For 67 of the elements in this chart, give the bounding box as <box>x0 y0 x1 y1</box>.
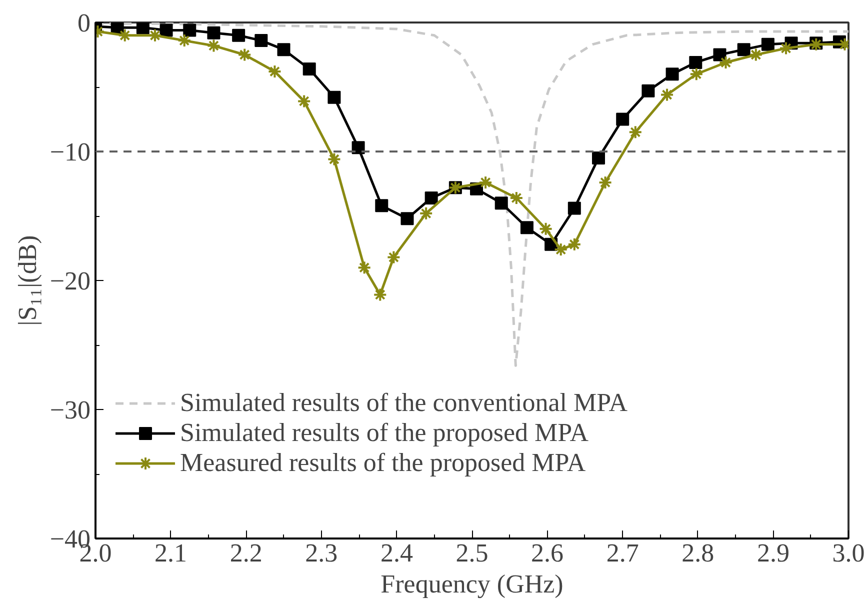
point <box>328 90 341 104</box>
point <box>779 41 793 56</box>
point <box>538 222 553 236</box>
y-tick-label: −10 <box>50 138 91 166</box>
point <box>327 152 342 166</box>
point <box>567 237 582 252</box>
point <box>238 48 252 62</box>
point <box>297 94 312 108</box>
point <box>660 88 674 102</box>
point <box>616 112 630 126</box>
x-tick-label: 2.8 <box>682 538 714 568</box>
x-tick-label: 2.4 <box>380 538 413 568</box>
point <box>642 84 655 98</box>
point <box>666 68 679 81</box>
point <box>598 175 612 190</box>
x-tick-label: 2.9 <box>756 538 790 568</box>
point <box>748 48 763 62</box>
point <box>206 38 221 53</box>
point <box>737 43 750 56</box>
point <box>592 151 606 164</box>
x-tick-label: 2.3 <box>305 538 338 568</box>
point <box>713 48 726 62</box>
x-tick-label: 2.2 <box>230 538 262 568</box>
point <box>183 24 196 37</box>
point <box>689 67 704 82</box>
point <box>718 55 733 70</box>
y-tick-label: −30 <box>50 396 91 424</box>
point <box>207 26 220 40</box>
legend-label: Simulated results of the proposed MPA <box>180 418 589 448</box>
legend-label: Measured results of the proposed MPA <box>180 448 586 478</box>
x-tick-label: 2.1 <box>154 538 188 568</box>
point <box>628 125 642 140</box>
point <box>373 288 388 302</box>
point <box>554 242 568 257</box>
point <box>419 206 434 220</box>
point <box>520 221 534 234</box>
point <box>509 190 524 205</box>
point <box>160 24 173 37</box>
y-tick-label: −20 <box>50 266 91 296</box>
point <box>302 62 316 76</box>
point <box>254 34 268 48</box>
point <box>232 28 246 42</box>
x-tick-label: 2.6 <box>531 538 564 568</box>
point <box>357 260 372 275</box>
legend-label: Simulated results of the conventional MPA <box>180 388 628 418</box>
x-axis-title: Frequency (GHz) <box>380 570 564 598</box>
point <box>352 141 365 154</box>
point <box>761 38 774 51</box>
point <box>177 34 192 48</box>
point <box>400 212 414 226</box>
point <box>478 175 493 190</box>
x-tick-label: 3.0 <box>832 538 865 568</box>
point <box>375 199 388 212</box>
point <box>148 28 162 42</box>
point <box>424 191 438 204</box>
y-tick-label: 0 <box>78 8 90 38</box>
y-axis-title: |S₁₁|(dB) <box>12 235 42 326</box>
point <box>689 56 702 69</box>
point <box>136 22 150 34</box>
point <box>494 196 508 210</box>
point <box>277 43 290 56</box>
point <box>386 250 401 264</box>
x-tick-label: 2.7 <box>606 538 639 568</box>
point <box>118 28 132 42</box>
x-tick-label: 2.5 <box>456 538 488 568</box>
point <box>568 202 581 215</box>
point <box>268 64 282 79</box>
